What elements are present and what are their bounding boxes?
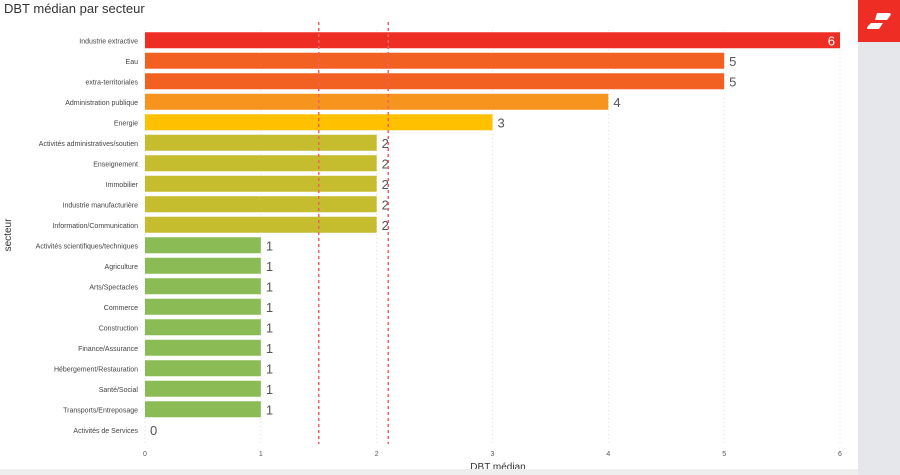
data-label: 1 (266, 382, 273, 397)
bar (145, 32, 840, 49)
data-label: 1 (266, 341, 273, 356)
data-label: 2 (382, 197, 389, 212)
bar (145, 237, 261, 254)
bar (145, 401, 261, 418)
y-tick-label: Finance/Assurance (78, 346, 138, 353)
data-label: 1 (266, 320, 273, 335)
bar (145, 73, 725, 90)
data-label: 5 (729, 74, 736, 89)
y-tick-label: Hébergement/Restauration (54, 366, 138, 373)
bar (145, 339, 261, 356)
x-tick-label: 5 (722, 451, 726, 458)
y-tick-label: Activités scientifiques/techniques (36, 243, 139, 250)
bar (145, 360, 261, 377)
bar (145, 216, 377, 233)
brand-logo[interactable] (858, 0, 900, 42)
bar (145, 298, 261, 315)
data-label: 4 (613, 95, 620, 110)
y-axis-label: secteur (3, 218, 14, 251)
x-tick-label: 6 (838, 451, 842, 458)
data-label: 1 (266, 361, 273, 376)
y-tick-label: Agriculture (105, 264, 139, 271)
data-label: 1 (266, 238, 273, 253)
y-tick-label: Immobilier (106, 182, 139, 189)
y-tick-label: extra-territoriales (85, 79, 138, 86)
bar (145, 52, 725, 69)
data-label: 0 (150, 423, 157, 438)
x-tick-label: 2 (375, 451, 379, 458)
bar (145, 93, 609, 110)
logo-icon (867, 13, 891, 29)
y-tick-label: Arts/Spectacles (89, 284, 138, 291)
bar (145, 155, 377, 172)
y-tick-label: Enseignement (93, 161, 138, 168)
data-label: 1 (266, 300, 273, 315)
y-tick-label: Industrie manufacturière (63, 202, 139, 209)
side-panel (858, 0, 900, 475)
bar (145, 278, 261, 295)
y-tick-label: Activités administratives/soutien (39, 141, 138, 148)
bar (145, 196, 377, 213)
y-tick-label: Santé/Social (99, 387, 139, 394)
x-tick-label: 3 (491, 451, 495, 458)
data-label: 2 (382, 218, 389, 233)
bar (145, 257, 261, 274)
y-tick-label: Energie (114, 120, 138, 127)
bottom-bar (0, 469, 858, 475)
data-label: 1 (266, 402, 273, 417)
bar (145, 175, 377, 192)
x-tick-label: 4 (606, 451, 610, 458)
chart-title: DBT médian par secteur (4, 1, 145, 16)
bar-chart: 0 1 2 3 4 5 6 Industrie extractive 6 Eau 5 extra-te… (3, 22, 842, 470)
bar (145, 134, 377, 151)
data-label: 5 (729, 54, 736, 69)
y-tick-label: Transports/Entreposage (63, 407, 138, 414)
y-tick-label: Information/Communication (52, 223, 138, 230)
data-label: 1 (266, 279, 273, 294)
y-tick-label: Eau (126, 59, 139, 66)
y-tick-label: Industrie extractive (79, 38, 138, 45)
y-tick-label: Commerce (104, 305, 138, 312)
data-label: 2 (382, 136, 389, 151)
x-tick-label: 0 (143, 451, 147, 458)
y-tick-label: Activités de Services (73, 428, 138, 435)
data-label: 2 (382, 177, 389, 192)
y-tick-label: Construction (99, 325, 138, 332)
bar (145, 380, 261, 397)
data-label: 3 (498, 115, 505, 130)
data-label: 6 (828, 33, 835, 48)
x-axis-label: DBT médian (470, 462, 525, 470)
bar (145, 319, 261, 336)
x-tick-label: 1 (259, 451, 263, 458)
data-label: 2 (382, 156, 389, 171)
bar (145, 114, 493, 131)
y-tick-label: Administration publique (65, 100, 138, 107)
data-label: 1 (266, 259, 273, 274)
